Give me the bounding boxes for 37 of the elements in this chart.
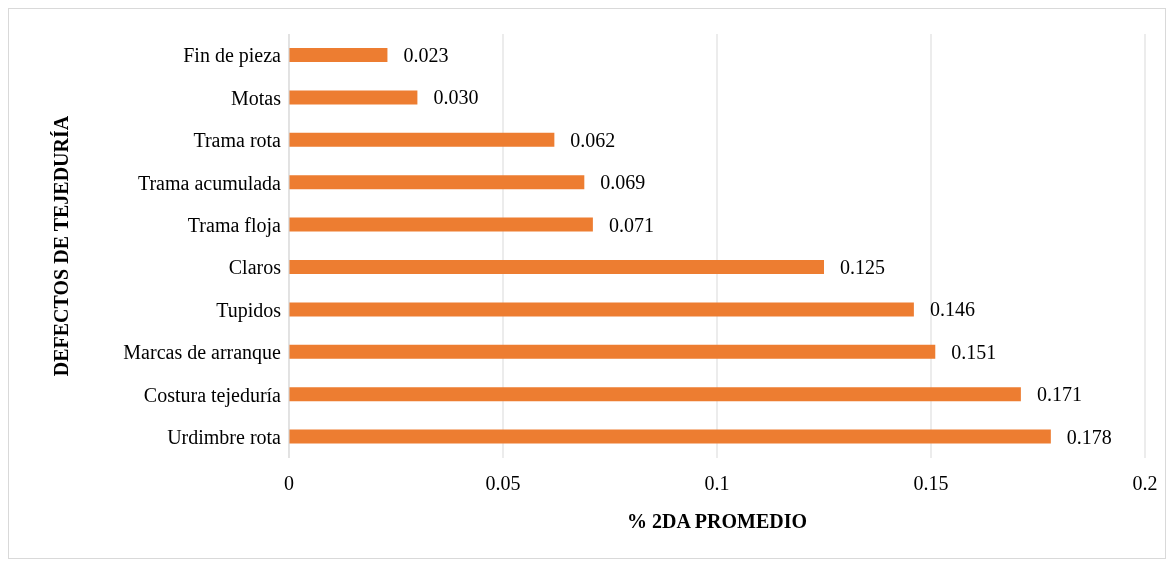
y-tick-label: Costura tejeduría — [143, 383, 282, 407]
x-tick-label: 0.05 — [485, 472, 521, 495]
data-label: 0.178 — [1066, 425, 1112, 448]
y-tick-label: Trama floja — [187, 213, 282, 237]
bar — [289, 302, 914, 317]
data-label: 0.069 — [600, 171, 646, 194]
bar — [289, 47, 388, 62]
bar — [289, 387, 1021, 402]
y-tick-label: Claros — [228, 256, 282, 279]
y-tick-label: Tupidos — [216, 298, 282, 322]
data-label: 0.151 — [951, 340, 997, 363]
bar — [289, 429, 1051, 444]
y-tick-label: Fin de pieza — [183, 44, 282, 68]
bar — [289, 175, 585, 190]
data-label: 0.125 — [840, 256, 885, 279]
y-tick-label: Trama rota — [193, 129, 282, 152]
data-label: 0.146 — [929, 298, 975, 321]
data-label: 0.171 — [1036, 383, 1082, 406]
y-tick-label: Motas — [231, 86, 282, 109]
x-tick-label: 0.1 — [704, 472, 730, 495]
data-label: 0.071 — [608, 213, 654, 236]
x-tick-label: 0.2 — [1132, 472, 1158, 495]
x-axis-title: % 2DA PROMEDIO — [627, 510, 807, 532]
data-label: 0.062 — [570, 128, 616, 151]
y-tick-label: Trama acumulada — [137, 171, 282, 194]
y-tick-label: Marcas de arranque — [123, 341, 282, 365]
bar — [289, 259, 824, 274]
y-tick-label: Urdimbre rota — [167, 425, 282, 448]
data-label: 0.023 — [403, 44, 449, 67]
data-label: 0.030 — [433, 86, 479, 109]
x-tick-label: 0.15 — [913, 472, 949, 495]
bar — [289, 217, 593, 232]
bar — [289, 132, 555, 147]
y-axis-title: DEFECTOS DE TEJEDURÍA — [50, 115, 73, 377]
bar — [289, 90, 418, 105]
bar — [289, 344, 936, 359]
x-tick-label: 0 — [284, 472, 294, 495]
